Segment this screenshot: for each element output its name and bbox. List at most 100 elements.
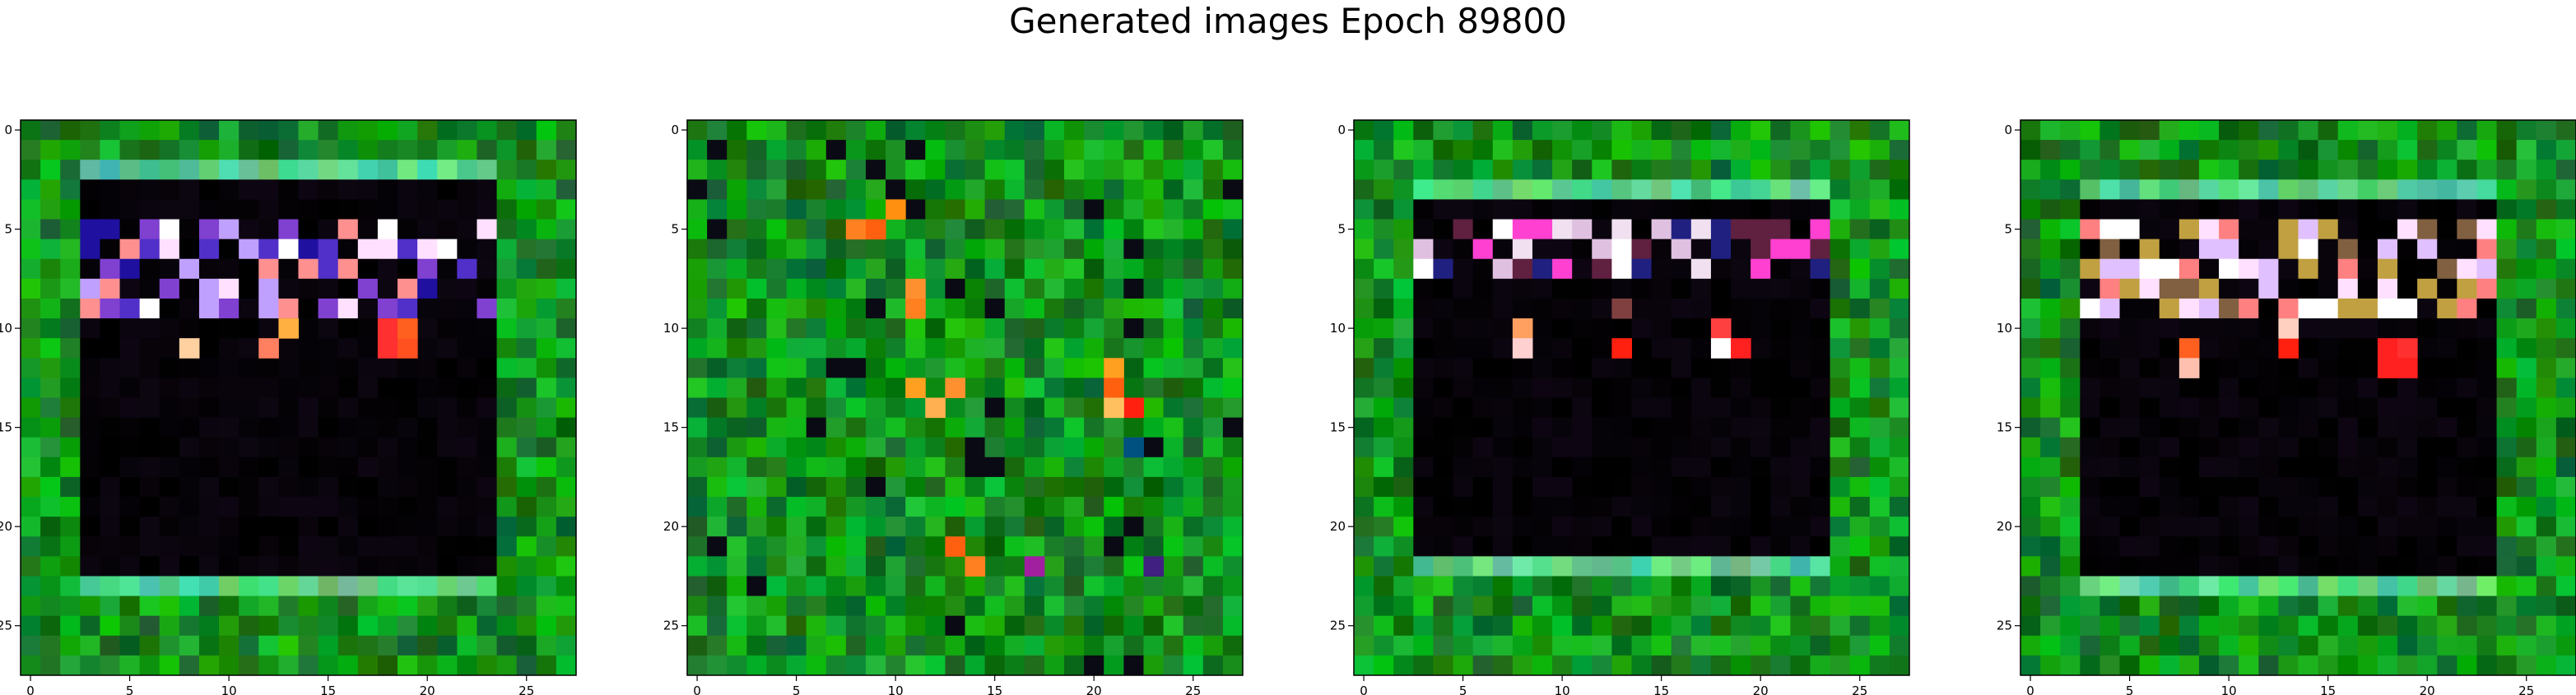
pixel (1690, 655, 1712, 676)
pixel (258, 397, 279, 419)
pixel (1671, 298, 1692, 319)
pixel (806, 378, 827, 398)
pixel (2139, 536, 2160, 557)
pixel (1572, 397, 1593, 419)
pixel (139, 160, 160, 180)
pixel (2536, 417, 2557, 438)
pixel (318, 298, 339, 319)
pixel (1592, 635, 1612, 656)
pixel (886, 338, 906, 359)
pixel (746, 378, 767, 398)
pixel (1222, 576, 1244, 597)
pixel (337, 378, 359, 398)
pixel (806, 635, 827, 656)
pixel (1572, 338, 1593, 359)
pixel (2516, 576, 2537, 597)
pixel (865, 140, 886, 160)
pixel (1143, 278, 1165, 299)
pixel (21, 635, 41, 656)
pixel (2178, 179, 2200, 200)
pixel (377, 358, 398, 378)
pixel (1413, 417, 1434, 438)
pixel (1889, 417, 1910, 438)
pixel (1044, 378, 1065, 398)
pixel (1044, 140, 1065, 160)
pixel (80, 258, 100, 280)
pixel (865, 318, 886, 339)
pixel (100, 397, 121, 419)
pixel (2337, 120, 2359, 141)
pixel (2099, 655, 2121, 676)
pixel (984, 199, 1006, 220)
pixel (437, 140, 458, 160)
pixel (2159, 318, 2180, 339)
pixel (198, 437, 220, 458)
pixel (1453, 456, 1474, 478)
pixel (2397, 635, 2418, 656)
pixel (825, 219, 847, 240)
pixel (258, 576, 279, 597)
pixel (727, 258, 747, 280)
pixel (1433, 497, 1454, 517)
pixel (1770, 576, 1791, 597)
pixel (2377, 298, 2398, 319)
pixel (925, 476, 946, 498)
pixel (1393, 239, 1414, 260)
pixel (2437, 160, 2457, 180)
pixel (2337, 278, 2359, 299)
pixel (1472, 120, 1494, 141)
pixel (766, 397, 788, 419)
pixel (1770, 497, 1791, 517)
pixel (1592, 179, 1612, 200)
pixel (2437, 576, 2457, 597)
pixel (198, 358, 220, 378)
pixel (1731, 258, 1751, 280)
pixel (40, 318, 61, 339)
pixel (1849, 456, 1871, 478)
pixel (865, 576, 886, 597)
pixel (727, 417, 747, 438)
pixel (60, 199, 81, 220)
pixel (1123, 536, 1144, 557)
pixel (1710, 517, 1732, 537)
pixel (21, 517, 41, 537)
pixel (945, 140, 965, 160)
pixel (1183, 278, 1204, 299)
pixel (1810, 576, 1831, 597)
pixel (2139, 517, 2160, 537)
pixel (1631, 239, 1653, 260)
pixel (2437, 497, 2457, 517)
pixel (437, 160, 458, 180)
pixel (945, 417, 965, 438)
pixel (1592, 258, 1612, 280)
pixel (21, 160, 41, 180)
pixel (496, 258, 518, 280)
pixel (1572, 417, 1593, 438)
pixel (984, 179, 1006, 200)
pixel (905, 120, 926, 141)
pixel-accent (905, 298, 926, 319)
pixel (1552, 595, 1573, 617)
pixel (786, 358, 807, 378)
pixel (2040, 179, 2061, 200)
pixel (298, 358, 319, 378)
pixel (1222, 338, 1244, 359)
pixel (1064, 417, 1085, 438)
pixel (1512, 258, 1533, 280)
pixel (159, 635, 180, 656)
pixel (556, 258, 577, 280)
pixel (437, 378, 458, 398)
pixel (2139, 358, 2160, 378)
pixel (945, 576, 965, 597)
pixel (1393, 595, 1414, 617)
pixel (707, 258, 728, 280)
pixel (1690, 298, 1712, 319)
pixel (2139, 298, 2160, 319)
pixel (1790, 278, 1811, 299)
pixel (1631, 358, 1653, 378)
pixel (2239, 239, 2259, 260)
pixel (1690, 120, 1712, 141)
pixel (2536, 635, 2557, 656)
pixel (2417, 199, 2438, 220)
